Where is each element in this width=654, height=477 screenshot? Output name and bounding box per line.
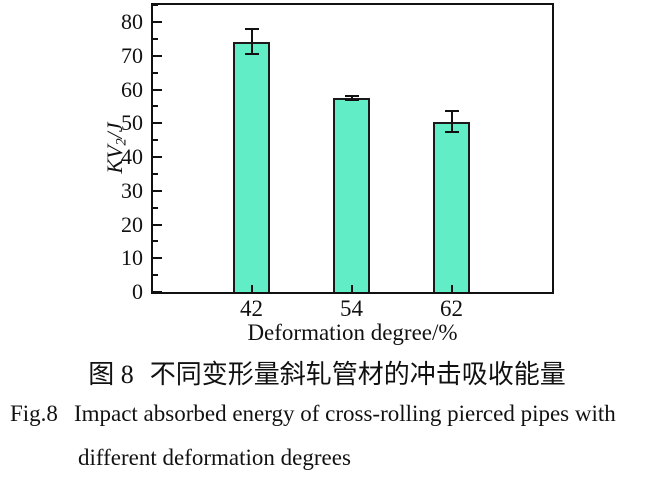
error-bar-line [350,96,353,101]
y-axis-tick-label: 70 [121,42,143,68]
caption-english-line1: Fig.8 Impact absorbed energy of cross-rol… [10,401,616,427]
y-axis-major-tick [153,156,162,158]
plot-inner [153,4,552,293]
bar-54 [333,98,370,292]
x-axis-tick-label: 42 [240,296,263,321]
y-axis-minor-tick [153,37,158,40]
y-axis-minor-tick [153,105,158,108]
caption-chinese: 图 8 不同变形量斜轧管材的冲击吸收能量 [0,354,654,391]
y-axis-tick-label: 40 [121,144,143,169]
error-bar-cap [344,95,359,98]
caption-english-label: Fig.8 [10,401,58,426]
y-axis-major-tick [153,54,162,57]
y-axis-major-tick [153,291,162,293]
y-axis-major-tick [153,21,162,23]
x-axis-tick-label: 54 [340,296,363,321]
x-axis-tick [450,285,453,292]
y-axis-tick-label: 20 [121,211,143,237]
error-bar-cap [444,110,459,113]
y-axis-minor-tick [153,139,158,142]
y-axis-major-tick [153,223,162,226]
error-bar-cap [244,27,259,30]
y-axis-tick-label: 0 [132,279,143,304]
y-axis-major-tick [153,122,162,125]
y-axis-tick-label: 30 [121,177,143,203]
y-axis-tick-label: 50 [121,110,143,136]
x-axis-tick [350,285,353,292]
caption-english-text: Impact absorbed energy of cross-rolling … [73,401,616,426]
x-axis-title: Deformation degree/% [247,320,458,345]
y-axis-major-tick [153,88,162,91]
error-bar-line [450,111,453,133]
y-axis-tick-label: 80 [121,9,143,34]
x-axis-tick-label: 62 [440,296,463,321]
error-bar-cap [244,53,259,56]
error-bar-cap [444,131,459,134]
y-axis-tick-label: 60 [121,76,143,102]
y-axis-minor-tick [153,206,158,209]
y-axis-minor-tick [153,4,158,7]
y-axis-tick-label: 10 [121,245,143,271]
y-axis-minor-tick [153,274,158,277]
bar-42 [233,41,270,292]
y-axis-major-tick [153,257,162,260]
error-bar-line [250,28,253,55]
caption-chinese-text: 不同变形量斜轧管材的冲击吸收能量 [149,360,566,389]
error-bar-cap [344,99,359,102]
caption-english-line2: different deformation degrees [78,445,351,470]
y-axis-minor-tick [153,240,158,243]
caption-chinese-label: 图 8 [88,360,134,389]
y-axis-minor-tick [153,172,158,175]
y-axis-major-tick [153,189,162,192]
plot-area [151,3,554,294]
bar-62 [433,121,470,292]
y-axis-minor-tick [153,71,158,74]
x-axis-tick [250,285,253,292]
